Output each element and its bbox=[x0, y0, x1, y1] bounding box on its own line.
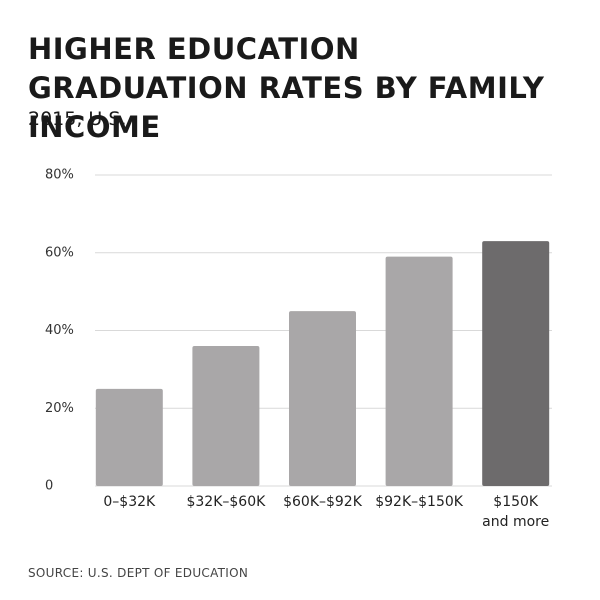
bar bbox=[95, 388, 163, 486]
chart-title: HIGHER EDUCATION GRADUATION RATES BY FAM… bbox=[28, 32, 545, 144]
x-tick-label: $150K and more bbox=[482, 494, 550, 530]
bar bbox=[289, 311, 356, 486]
y-tick-label: 80% bbox=[45, 168, 74, 183]
source-note: SOURCE: U.S. DEPT OF EDUCATION bbox=[28, 566, 249, 580]
y-tick-label: 0 bbox=[45, 479, 53, 494]
y-tick-label: 60% bbox=[45, 245, 74, 260]
chart-subtitle: 2015, U.S. bbox=[28, 108, 127, 130]
bar bbox=[385, 256, 453, 486]
x-tick-label: 0–$32K bbox=[103, 494, 156, 510]
bar bbox=[482, 241, 550, 486]
bar bbox=[192, 346, 260, 486]
y-tick-label: 40% bbox=[45, 323, 74, 338]
y-tick-label: 20% bbox=[45, 401, 74, 416]
x-tick-label: $32K–$60K bbox=[186, 494, 266, 510]
x-tick-label: $60K–$92K bbox=[283, 494, 362, 510]
x-tick-label: $92K–$150K bbox=[375, 494, 463, 510]
